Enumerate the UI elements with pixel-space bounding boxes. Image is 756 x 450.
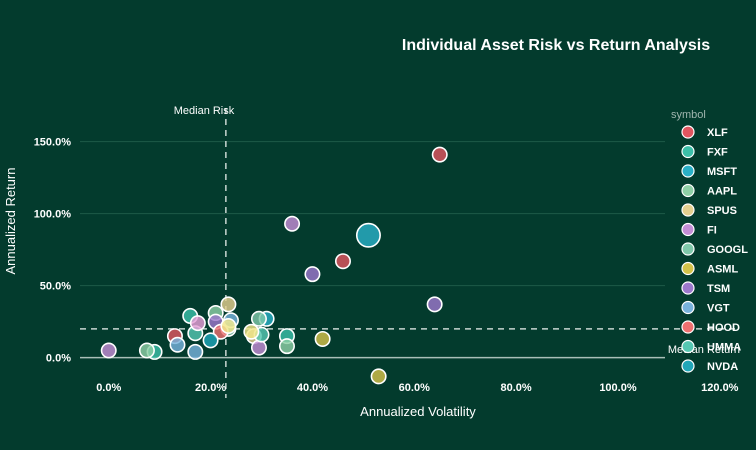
y-tick-label: 0.0% bbox=[46, 353, 71, 365]
x-tick-label: 60.0% bbox=[399, 382, 430, 394]
scatter-point[interactable] bbox=[243, 323, 260, 340]
legend-marker bbox=[681, 242, 695, 256]
scatter-point-aapl[interactable] bbox=[138, 342, 155, 359]
scatter-point[interactable] bbox=[189, 315, 206, 332]
x-tick-label: 80.0% bbox=[501, 382, 532, 394]
y-tick-label: 150.0% bbox=[34, 137, 72, 149]
x-tick-label: 0.0% bbox=[96, 382, 121, 394]
scatter-point-asml[interactable] bbox=[314, 330, 331, 347]
scatter-point-googl[interactable] bbox=[250, 310, 267, 327]
grid-lines bbox=[80, 141, 665, 359]
legend-marker bbox=[681, 281, 695, 295]
legend-item-umma[interactable]: UMMA bbox=[707, 342, 741, 354]
legend-marker bbox=[681, 222, 695, 237]
x-axis-ticks: 0.0% 20.0% 40.0% 60.0% 80.0% 100.0% 120.0% bbox=[96, 382, 738, 394]
scatter-points[interactable] bbox=[100, 146, 448, 385]
legend-marker bbox=[681, 203, 695, 217]
legend-item-nvda[interactable]: NVDA bbox=[707, 361, 738, 373]
scatter-point[interactable] bbox=[220, 317, 237, 334]
scatter-point-tsm[interactable] bbox=[426, 296, 443, 313]
legend-item-tsm[interactable]: TSM bbox=[707, 283, 730, 295]
legend-item-spus[interactable]: SPUS bbox=[707, 205, 737, 217]
scatter-point-fi[interactable] bbox=[284, 215, 301, 232]
scatter-point-spus[interactable] bbox=[220, 296, 237, 313]
x-tick-label: 40.0% bbox=[297, 382, 328, 394]
x-tick-label: 100.0% bbox=[599, 382, 637, 394]
legend-marker bbox=[681, 183, 695, 198]
scatter-point-fi[interactable] bbox=[100, 342, 117, 359]
scatter-point-xlf[interactable] bbox=[431, 146, 448, 163]
scatter-point-asml[interactable] bbox=[370, 368, 387, 385]
y-tick-label: 50.0% bbox=[40, 281, 71, 293]
y-axis-ticks: 0.0% 50.0% 100.0% 150.0% bbox=[34, 137, 72, 365]
legend-item-fxf[interactable]: FXF bbox=[707, 147, 728, 159]
median-risk-label: Median Risk bbox=[174, 105, 235, 117]
legend-item-fi[interactable]: FI bbox=[707, 225, 717, 237]
legend-marker bbox=[681, 359, 695, 373]
x-tick-label: 20.0% bbox=[195, 382, 226, 394]
legend-marker bbox=[681, 300, 695, 315]
legend-item-msft[interactable]: MSFT bbox=[707, 166, 737, 178]
legend-item-hood[interactable]: HOOD bbox=[707, 322, 740, 334]
legend-marker bbox=[681, 320, 695, 334]
scatter-point-nvda[interactable] bbox=[202, 332, 219, 349]
scatter-point-tsm[interactable] bbox=[304, 266, 321, 283]
scatter-point-msft[interactable] bbox=[355, 222, 381, 248]
scatter-point-vgt[interactable] bbox=[169, 336, 186, 353]
y-tick-label: 100.0% bbox=[34, 209, 72, 221]
legend-item-googl[interactable]: GOOGL bbox=[707, 244, 748, 256]
scatter-point-vgt[interactable] bbox=[187, 343, 204, 360]
legend-item-vgt[interactable]: VGT bbox=[707, 303, 730, 315]
x-tick-label: 120.0% bbox=[701, 382, 739, 394]
legend-title: symbol bbox=[671, 109, 706, 121]
legend-item-asml[interactable]: ASML bbox=[707, 264, 738, 276]
legend-item-aapl[interactable]: AAPL bbox=[707, 186, 737, 198]
legend: symbol XLF FXF MSFT AAPL SPUS FI GOOGL ASML TSM V… bbox=[671, 109, 748, 373]
y-axis-title: Annualized Return bbox=[3, 168, 18, 275]
scatter-point-fi[interactable] bbox=[250, 339, 267, 356]
chart-title: Individual Asset Risk vs Return Analysis bbox=[402, 37, 710, 54]
scatter-point-aapl[interactable] bbox=[278, 338, 295, 355]
scatter-point-xlf[interactable] bbox=[334, 253, 351, 270]
legend-marker bbox=[681, 164, 695, 178]
legend-marker bbox=[681, 261, 695, 276]
x-axis-title: Annualized Volatility bbox=[360, 404, 476, 419]
legend-marker bbox=[681, 125, 695, 139]
median-lines bbox=[80, 108, 740, 398]
legend-item-xlf[interactable]: XLF bbox=[707, 127, 728, 139]
legend-marker bbox=[681, 339, 695, 354]
legend-marker bbox=[681, 144, 695, 159]
